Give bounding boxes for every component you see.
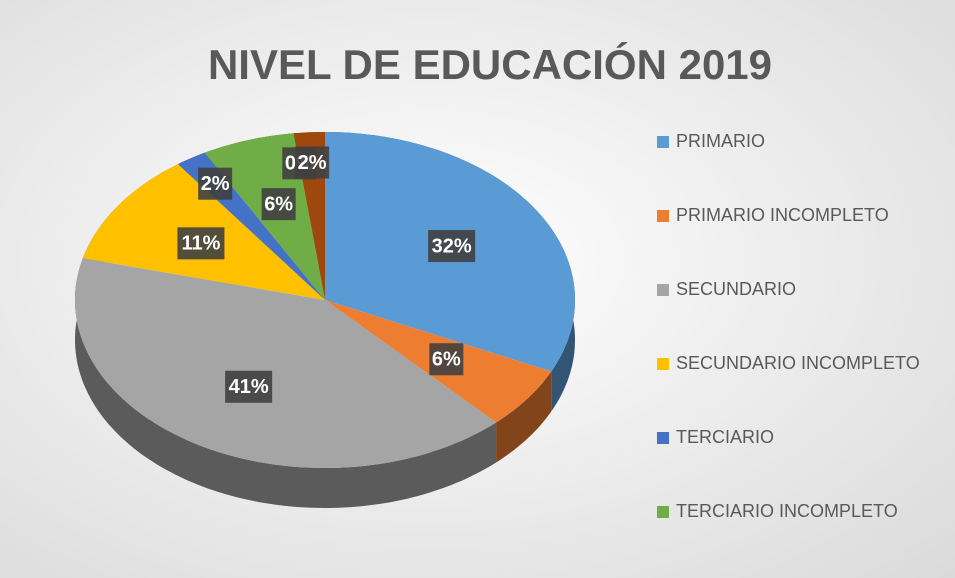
chart-title: NIVEL DE EDUCACIÓN 2019 <box>208 40 772 88</box>
legend-label: SECUNDARIO INCOMPLETO <box>676 353 920 373</box>
legend-label: TERCIARIO <box>676 427 774 447</box>
legend-swatch <box>657 432 669 444</box>
data-label-box <box>428 229 476 262</box>
slice-side <box>75 258 497 508</box>
legend-label: PRIMARIO <box>676 131 765 151</box>
data-label-box <box>429 343 464 376</box>
legend-swatch <box>657 506 669 518</box>
legend-swatch <box>657 210 669 222</box>
slice <box>75 258 497 468</box>
data-label-box <box>295 146 330 179</box>
data-label: 6% <box>432 349 461 371</box>
legend-label: TERCIARIO INCOMPLETO <box>676 501 898 521</box>
legend-label: PRIMARIO INCOMPLETO <box>676 205 889 225</box>
data-label: 6% <box>264 193 293 215</box>
data-label-box <box>177 227 225 260</box>
legend-label: SECUNDARIO <box>676 279 796 299</box>
legend-swatch <box>657 136 669 148</box>
data-label: 41% <box>229 376 269 398</box>
data-label-box <box>198 167 233 200</box>
data-label-box <box>225 370 273 403</box>
legend-swatch <box>657 358 669 370</box>
data-label: 11% <box>181 233 220 255</box>
data-label: 2% <box>201 173 230 195</box>
data-label: 2% <box>298 152 327 174</box>
legend-swatch <box>657 284 669 296</box>
data-label: 32% <box>432 235 472 257</box>
slice-side <box>496 371 552 463</box>
data-label-box <box>261 188 296 221</box>
